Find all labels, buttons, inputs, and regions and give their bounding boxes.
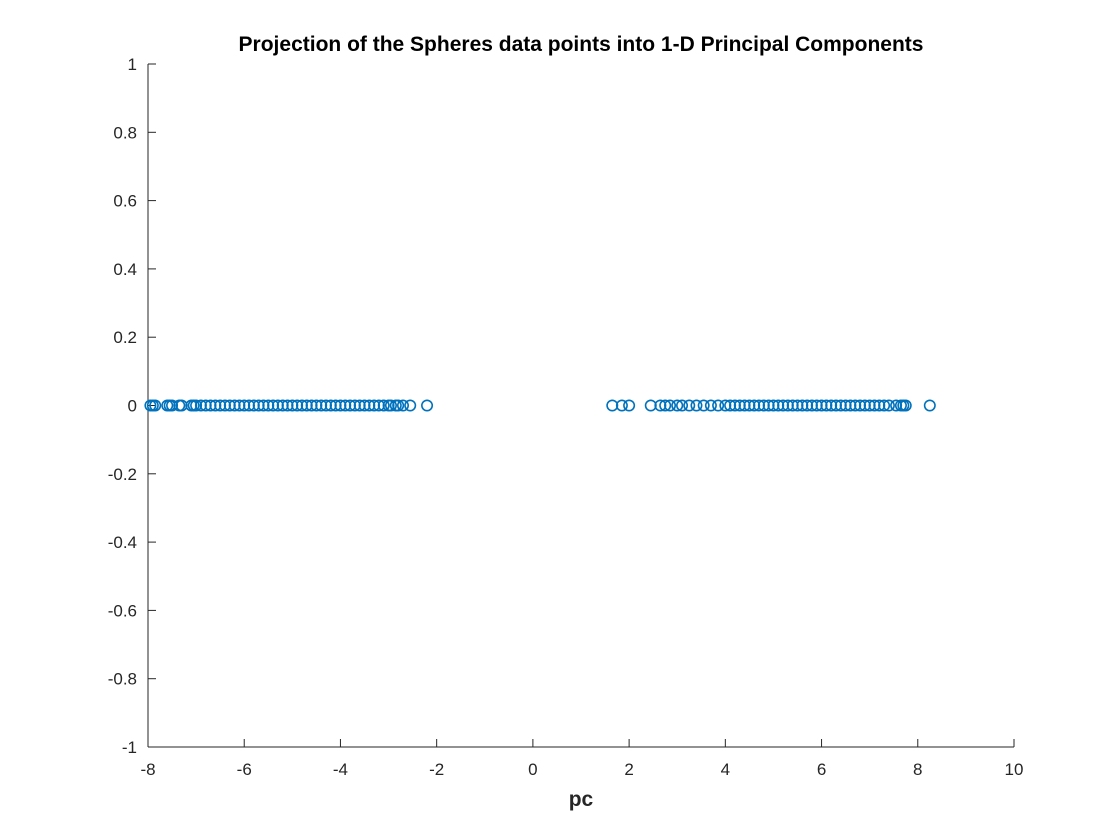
data-point (377, 399, 390, 412)
data-point (659, 399, 672, 412)
data-point (690, 399, 703, 412)
y-tick-label: -1 (122, 738, 137, 757)
data-point (623, 399, 636, 412)
x-tick-label: -2 (429, 760, 444, 779)
x-tick-label: 6 (817, 760, 826, 779)
x-tick-label: 8 (913, 760, 922, 779)
data-point (683, 399, 696, 412)
x-tick-label: 2 (624, 760, 633, 779)
data-point (396, 399, 409, 412)
y-tick-label: 0.2 (113, 328, 137, 347)
data-point (149, 399, 162, 412)
data-point (671, 399, 684, 412)
x-tick-label: -4 (333, 760, 348, 779)
y-tick-label: -0.6 (108, 601, 137, 620)
ticks: -8 -6 -4 -2 0 2 4 6 8 10 1 0.8 0.6 0.4 0.2 0 -0.2 -0.4 -0.… (108, 55, 1024, 779)
y-tick-label: 0.8 (113, 123, 137, 142)
x-tick-label: 10 (1005, 760, 1024, 779)
y-tick-label: 0.4 (113, 260, 137, 279)
x-tick-label: -6 (237, 760, 252, 779)
y-tick-label: -0.2 (108, 465, 137, 484)
data-point (897, 399, 910, 412)
data-point (384, 399, 397, 412)
data-point (697, 399, 710, 412)
data-point (704, 399, 717, 412)
data-point (899, 399, 912, 412)
y-tick-label: 1 (128, 55, 137, 74)
y-tick-label: 0.6 (113, 192, 137, 211)
data-point (615, 399, 628, 412)
data-point (712, 399, 725, 412)
data-points (144, 399, 936, 412)
y-tick-label: -0.4 (108, 533, 137, 552)
data-point (404, 399, 417, 412)
data-point (676, 399, 689, 412)
x-axis-label: pc (568, 788, 594, 811)
y-tick-label: -0.8 (108, 670, 137, 689)
y-tick-label: 0 (128, 397, 137, 416)
x-tick-label: 0 (528, 760, 537, 779)
data-point (923, 399, 936, 412)
x-tick-label: -8 (140, 760, 155, 779)
data-point (882, 399, 895, 412)
data-point (392, 399, 405, 412)
chart-title: Projection of the Spheres data points in… (238, 33, 924, 56)
data-point (878, 399, 891, 412)
data-point (421, 399, 434, 412)
x-tick-label: 4 (721, 760, 730, 779)
data-point (664, 399, 677, 412)
